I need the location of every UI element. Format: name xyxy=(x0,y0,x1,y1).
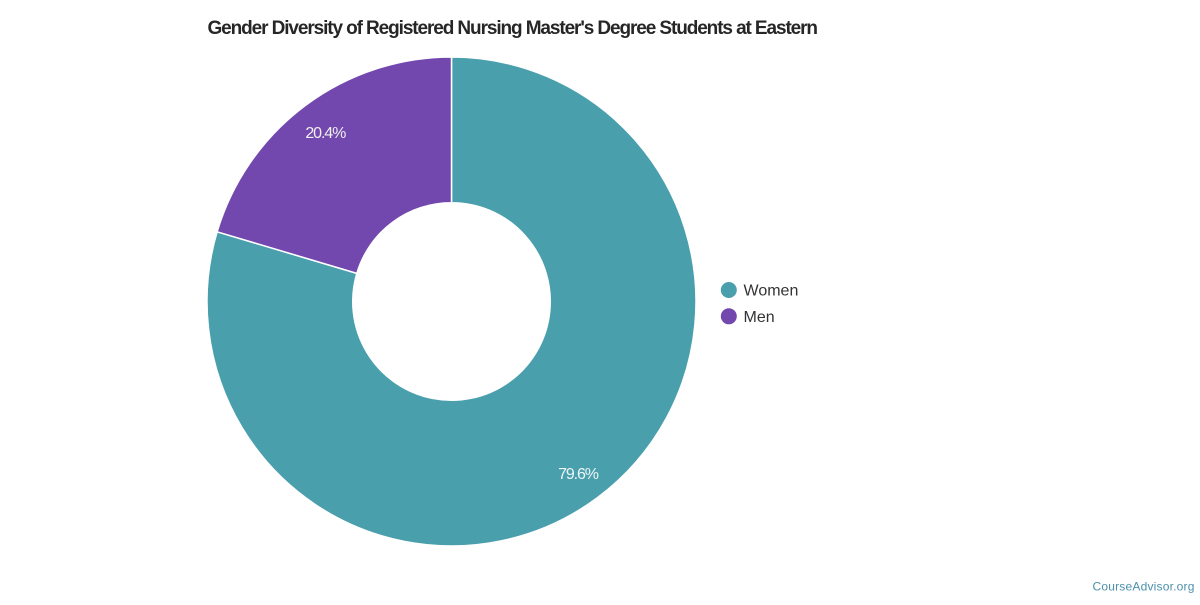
svg-text:79.6%: 79.6% xyxy=(558,466,599,483)
svg-text:Women: Women xyxy=(744,283,799,300)
svg-text:Men: Men xyxy=(744,309,775,326)
svg-text:Gender Diversity of Registered: Gender Diversity of Registered Nursing M… xyxy=(208,18,818,39)
svg-text:20.4%: 20.4% xyxy=(305,125,346,142)
svg-text:CourseAdvisor.org: CourseAdvisor.org xyxy=(1093,579,1195,593)
